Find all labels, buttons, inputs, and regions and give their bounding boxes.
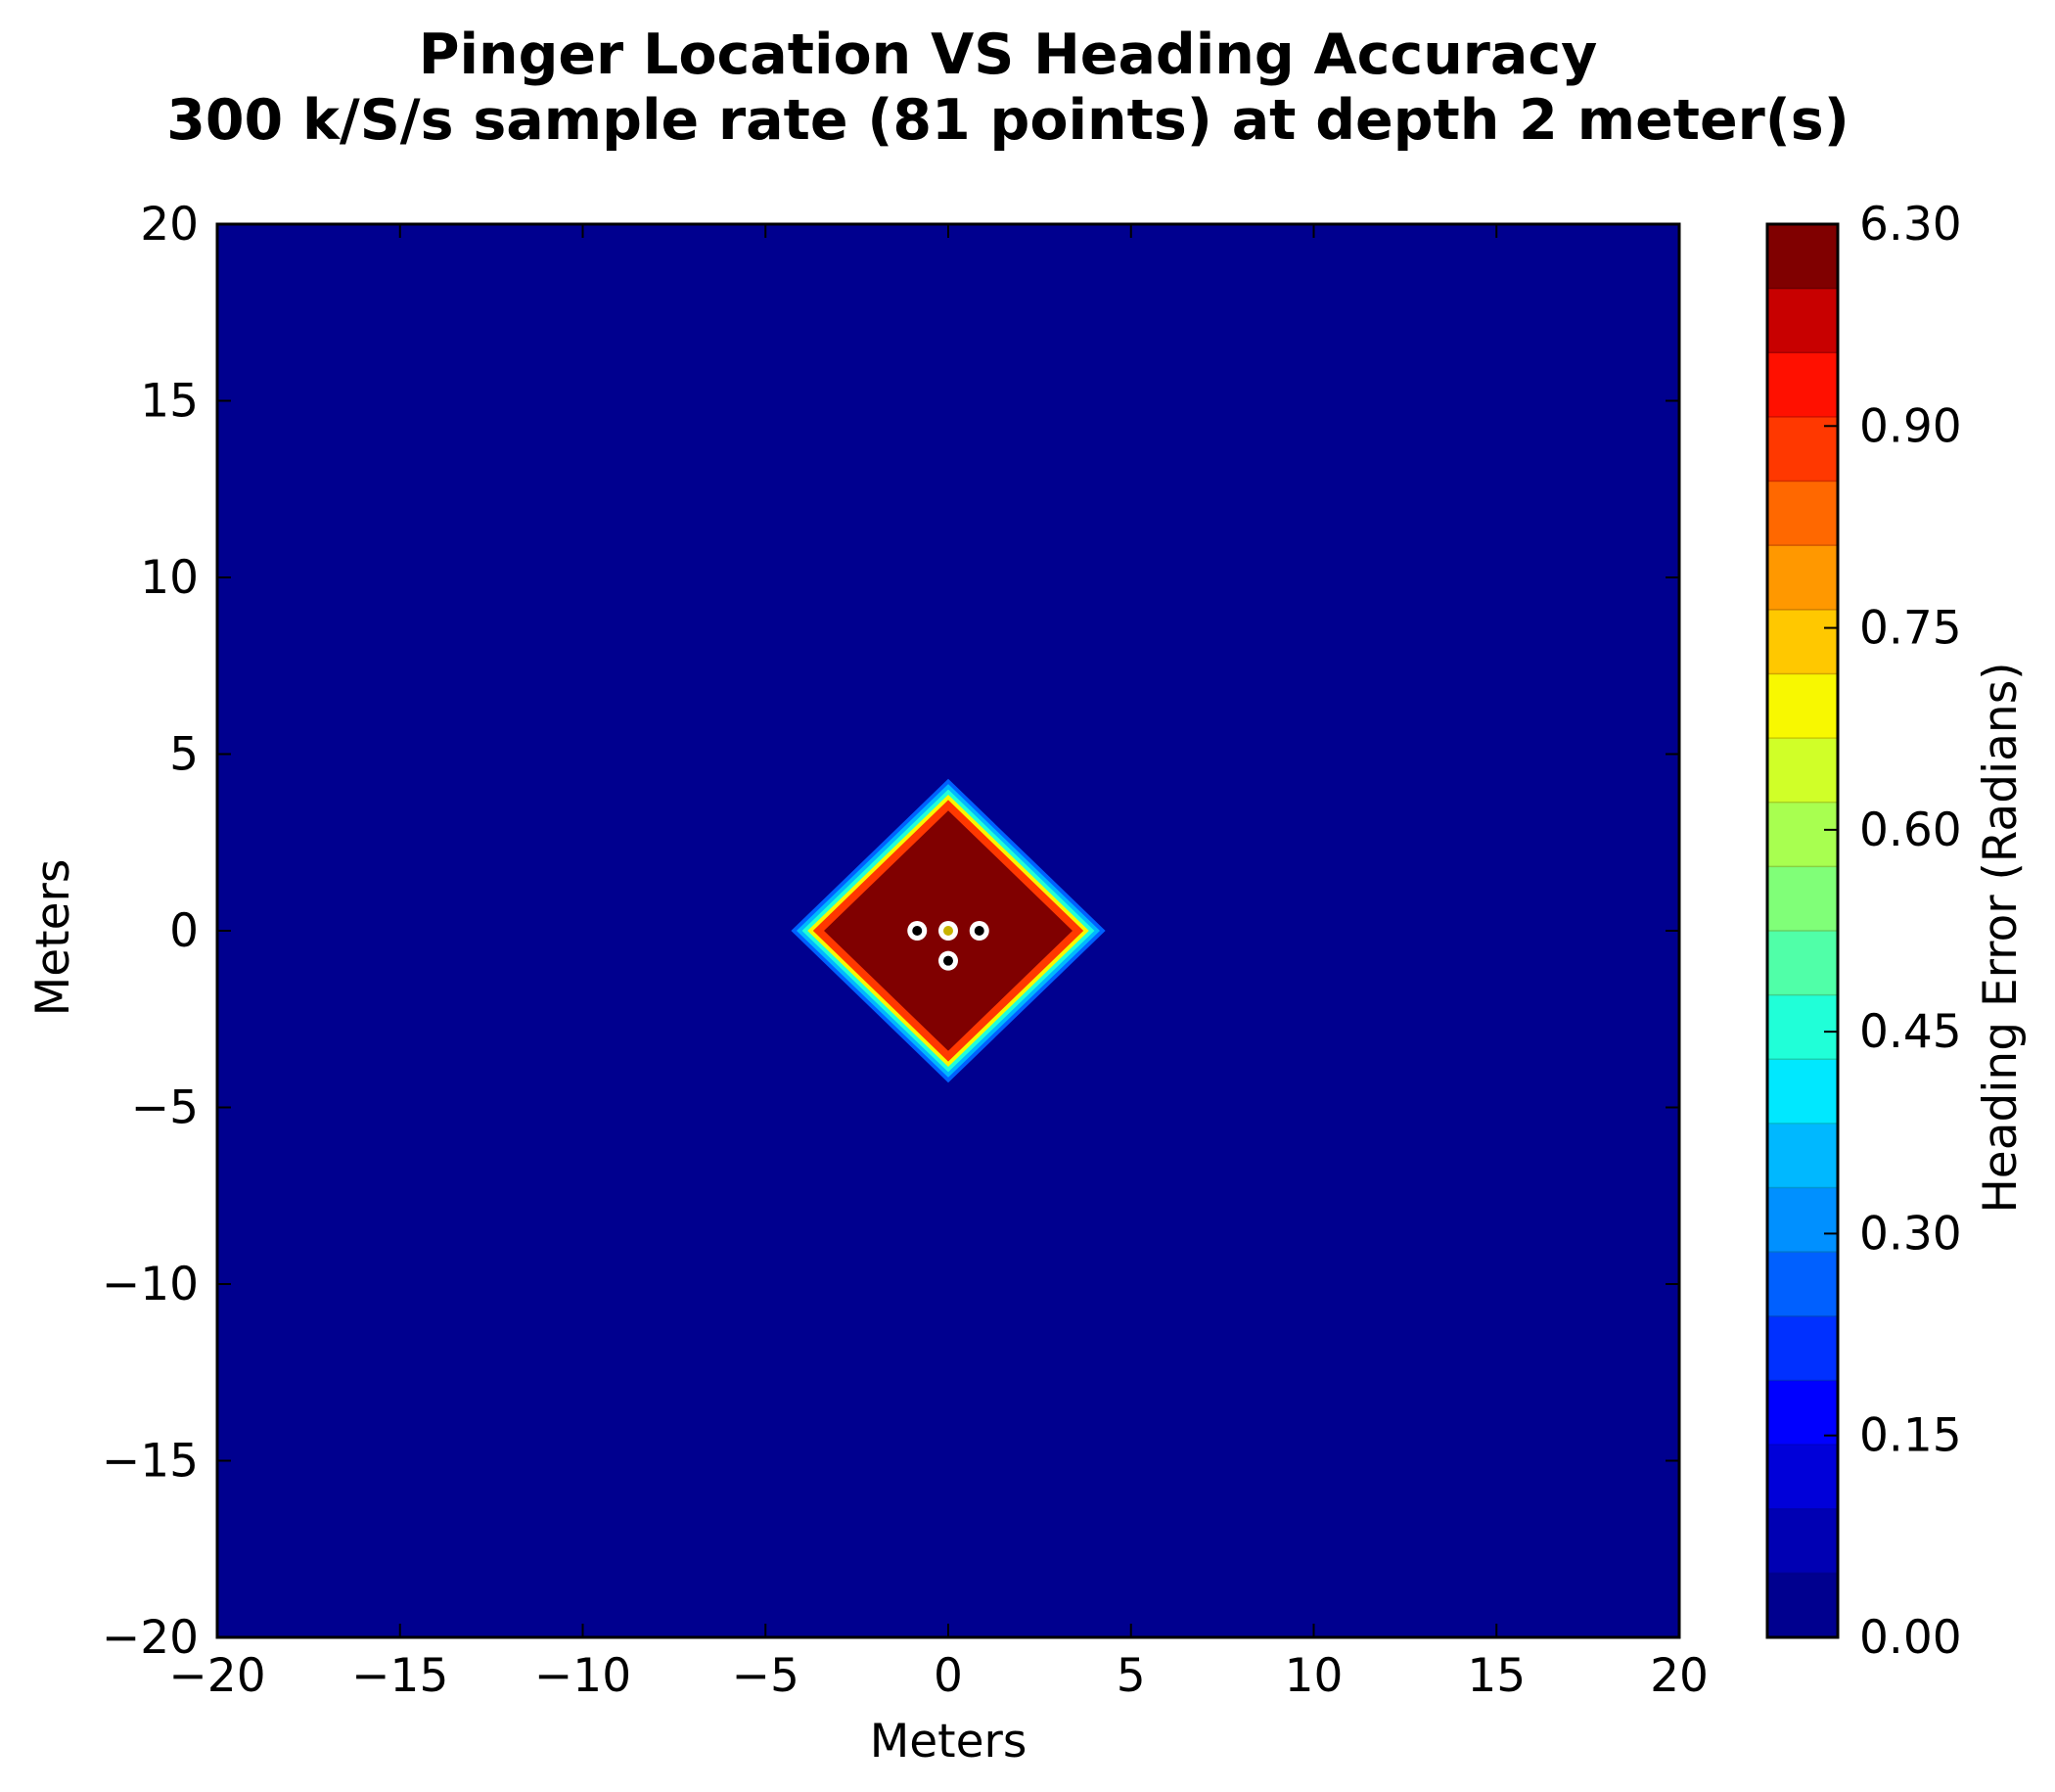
colorbar-tick-label: 0.75 [1859,602,1962,656]
hydrophone-marker-0 [912,926,923,936]
x-axis-title: Meters [870,1715,1028,1769]
colorbar-level-3 [1767,1380,1838,1446]
x-axis-ticks: −20 −15 −10 −5 0 5 10 15 20 [168,224,1709,1703]
y-tick-label: −15 [102,1435,199,1489]
y-tick-label: 15 [140,375,199,429]
y-axis-title: Meters [26,859,80,1017]
colorbar-ticks: 0.00 0.15 0.30 0.45 0.60 0.75 0.90 6.30 [1824,198,1962,1665]
chart-title: Pinger Location VS Heading Accuracy [419,23,1598,87]
x-tick-label: −20 [168,1649,265,1703]
colorbar-level-21 [1767,224,1838,290]
x-tick-label: −10 [534,1649,631,1703]
colorbar-level-15 [1767,609,1838,675]
colorbar-level-11 [1767,866,1838,932]
colorbar-level-12 [1767,802,1838,867]
colorbar-tick-label: 0.00 [1859,1611,1962,1665]
y-tick-label: 10 [140,551,199,605]
colorbar-level-16 [1767,545,1838,611]
colorbar-level-1 [1767,1508,1838,1574]
colorbar-level-19 [1767,352,1838,418]
colorbar-title: Heading Error (Radians) [1974,662,2028,1213]
y-tick-label: 0 [169,904,199,958]
x-tick-label: −5 [732,1649,799,1703]
y-tick-label: −5 [131,1081,199,1135]
colorbar-level-5 [1767,1252,1838,1317]
colorbar [1765,222,1840,1639]
hydrophone-marker-1 [943,926,953,936]
x-tick-label: 15 [1467,1649,1526,1703]
colorbar-level-6 [1767,1187,1838,1253]
y-axis-ticks: −20 −15 −10 −5 0 5 10 15 20 [102,198,1679,1665]
colorbar-tick-label: 0.90 [1859,399,1962,453]
y-tick-label: 20 [140,198,199,252]
colorbar-level-9 [1767,994,1838,1060]
colorbar-level-10 [1767,931,1838,996]
colorbar-level-20 [1767,288,1838,353]
chart-subtitle: 300 k/S/s sample rate (81 points) at dep… [166,88,1850,153]
colorbar-level-0 [1767,1573,1838,1638]
colorbar-level-18 [1767,416,1838,482]
colorbar-tick-label: 0.30 [1859,1207,1962,1261]
colorbar-level-14 [1767,673,1838,739]
colorbar-level-2 [1767,1445,1838,1510]
colorbar-level-4 [1767,1315,1838,1382]
x-tick-label: 0 [934,1649,963,1703]
heatmap-plot-area [215,222,1681,1639]
x-tick-label: 20 [1650,1649,1709,1703]
colorbar-level-8 [1767,1059,1838,1125]
x-tick-label: 10 [1285,1649,1344,1703]
hydrophone-marker-3 [943,955,953,966]
colorbar-tick-label: 0.15 [1859,1409,1962,1463]
x-tick-label: 5 [1117,1649,1146,1703]
colorbar-level-13 [1767,738,1838,804]
colorbar-level-7 [1767,1123,1838,1189]
colorbar-frame [1765,222,1840,1639]
y-tick-label: −10 [102,1258,199,1311]
colorbar-tick-label: 6.30 [1859,198,1962,252]
colorbar-tick-label: 0.60 [1859,804,1962,857]
colorbar-level-17 [1767,481,1838,546]
hydrophone-marker-2 [974,926,984,936]
colorbar-tick-label: 0.45 [1859,1005,1962,1059]
x-tick-label: −15 [351,1649,448,1703]
y-tick-label: −20 [102,1611,199,1665]
y-tick-label: 5 [169,728,199,782]
